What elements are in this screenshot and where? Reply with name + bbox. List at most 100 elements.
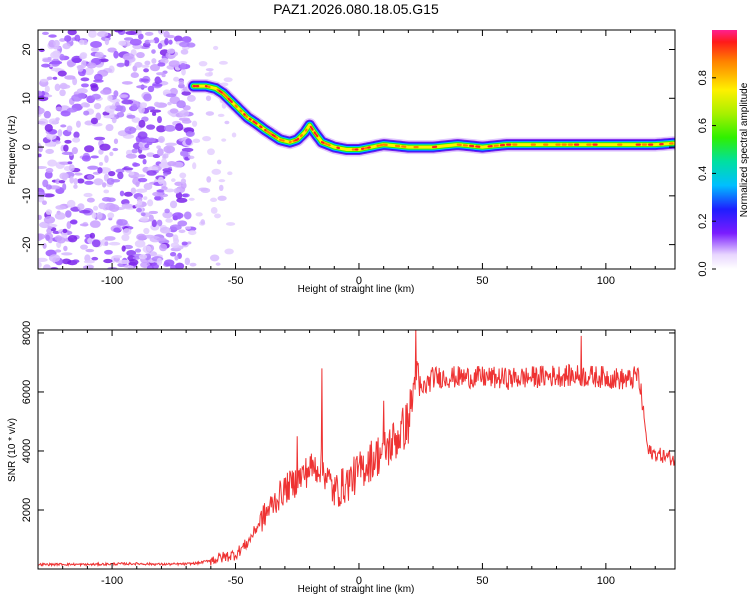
noise-blob [80,102,89,108]
noise-blob [72,259,80,264]
colorbar-tick-label: 0.0 [697,261,709,276]
noise-blob [116,219,128,226]
ridge-core [320,141,325,144]
noise-blob [146,152,155,158]
noise-blob [177,220,188,227]
noise-blob [143,227,150,235]
noise-blob [151,219,157,228]
noise-blob [44,171,53,179]
noise-blob [47,159,57,167]
noise-blob [54,235,63,242]
noise-blob [143,93,152,102]
noise-blob [202,135,212,142]
noise-blob [205,111,215,116]
noise-blob [176,100,186,109]
noise-blob [45,133,57,140]
noise-blob [181,68,186,76]
spectrogram-x-tick-label: 50 [476,275,488,287]
noise-blob [124,59,130,67]
noise-blob [61,173,68,181]
noise-blob [107,212,115,219]
noise-blob [187,155,195,160]
noise-blob [159,243,168,252]
noise-blob [66,199,76,208]
chart-title: PAZ1.2026.080.18.05.G15 [273,1,439,17]
noise-blob [93,178,104,186]
noise-blob [106,197,116,202]
noise-blob [79,39,85,46]
ridge-core [269,132,273,136]
noise-blob [205,68,214,72]
noise-blob [224,120,230,125]
ridge-core [299,134,303,138]
noise-blob [216,159,222,165]
noise-blob [153,101,160,107]
snr-x-tick-label: 100 [597,575,615,587]
noise-blob [90,41,102,48]
noise-blob [149,109,162,113]
noise-blob [119,190,125,197]
noise-blob [97,167,103,174]
noise-blob [174,262,185,269]
noise-blob [165,93,177,98]
noise-blob [106,177,115,185]
noise-blob [77,65,84,72]
noise-blob [113,50,119,59]
noise-blob [132,256,141,260]
noise-blob [50,67,63,72]
noise-blob [62,228,68,234]
noise-blob [55,117,60,121]
noise-blob [93,103,102,110]
snr-y-tick-label: 2000 [21,498,33,522]
noise-blob [129,38,142,46]
spectrogram-frame [37,29,676,270]
ridge-core [267,131,271,135]
noise-blob [61,258,72,265]
noise-blob [186,42,196,48]
noise-blob [64,139,72,144]
noise-blob [164,208,170,214]
noise-blob [163,173,168,177]
noise-blob [152,191,164,197]
noise-blob [154,195,162,201]
noise-blob [98,161,104,166]
noise-blob [188,197,195,201]
noise-blob [112,147,119,152]
noise-blob [104,155,109,163]
noise-blob [57,129,63,137]
noise-blob [179,110,190,118]
ridge-core [227,97,231,101]
noise-blob [83,110,90,116]
ridge-core [296,137,300,141]
noise-blob [121,167,134,171]
noise-blob [103,115,115,119]
noise-blob [147,166,159,172]
noise-blob [160,158,167,167]
spectrogram-y-tick-label: -20 [21,237,33,253]
spectrogram-x-tick-label: -50 [228,275,244,287]
noise-blob [66,107,78,113]
noise-blob [180,150,189,157]
snr-background [38,330,675,569]
spectrogram-x-tick-label: 100 [597,275,615,287]
ridge-core [265,130,270,133]
ridge-core [275,136,279,140]
noise-blob [99,143,111,151]
noise-blob [206,176,212,183]
ridge-core [243,113,247,117]
noise-blob [43,94,53,98]
noise-blob [223,77,233,83]
noise-blob [47,226,53,230]
noise-blob [108,171,116,177]
noise-blob [157,115,162,124]
noise-blob [164,188,175,193]
noise-blob [183,211,192,220]
noise-blob [118,40,127,46]
noise-blob [162,211,173,219]
noise-blob [67,161,73,165]
noise-blob [163,145,175,154]
noise-blob [130,72,139,79]
noise-blob [191,120,198,127]
noise-blob [211,168,222,175]
noise-blob [63,245,68,252]
